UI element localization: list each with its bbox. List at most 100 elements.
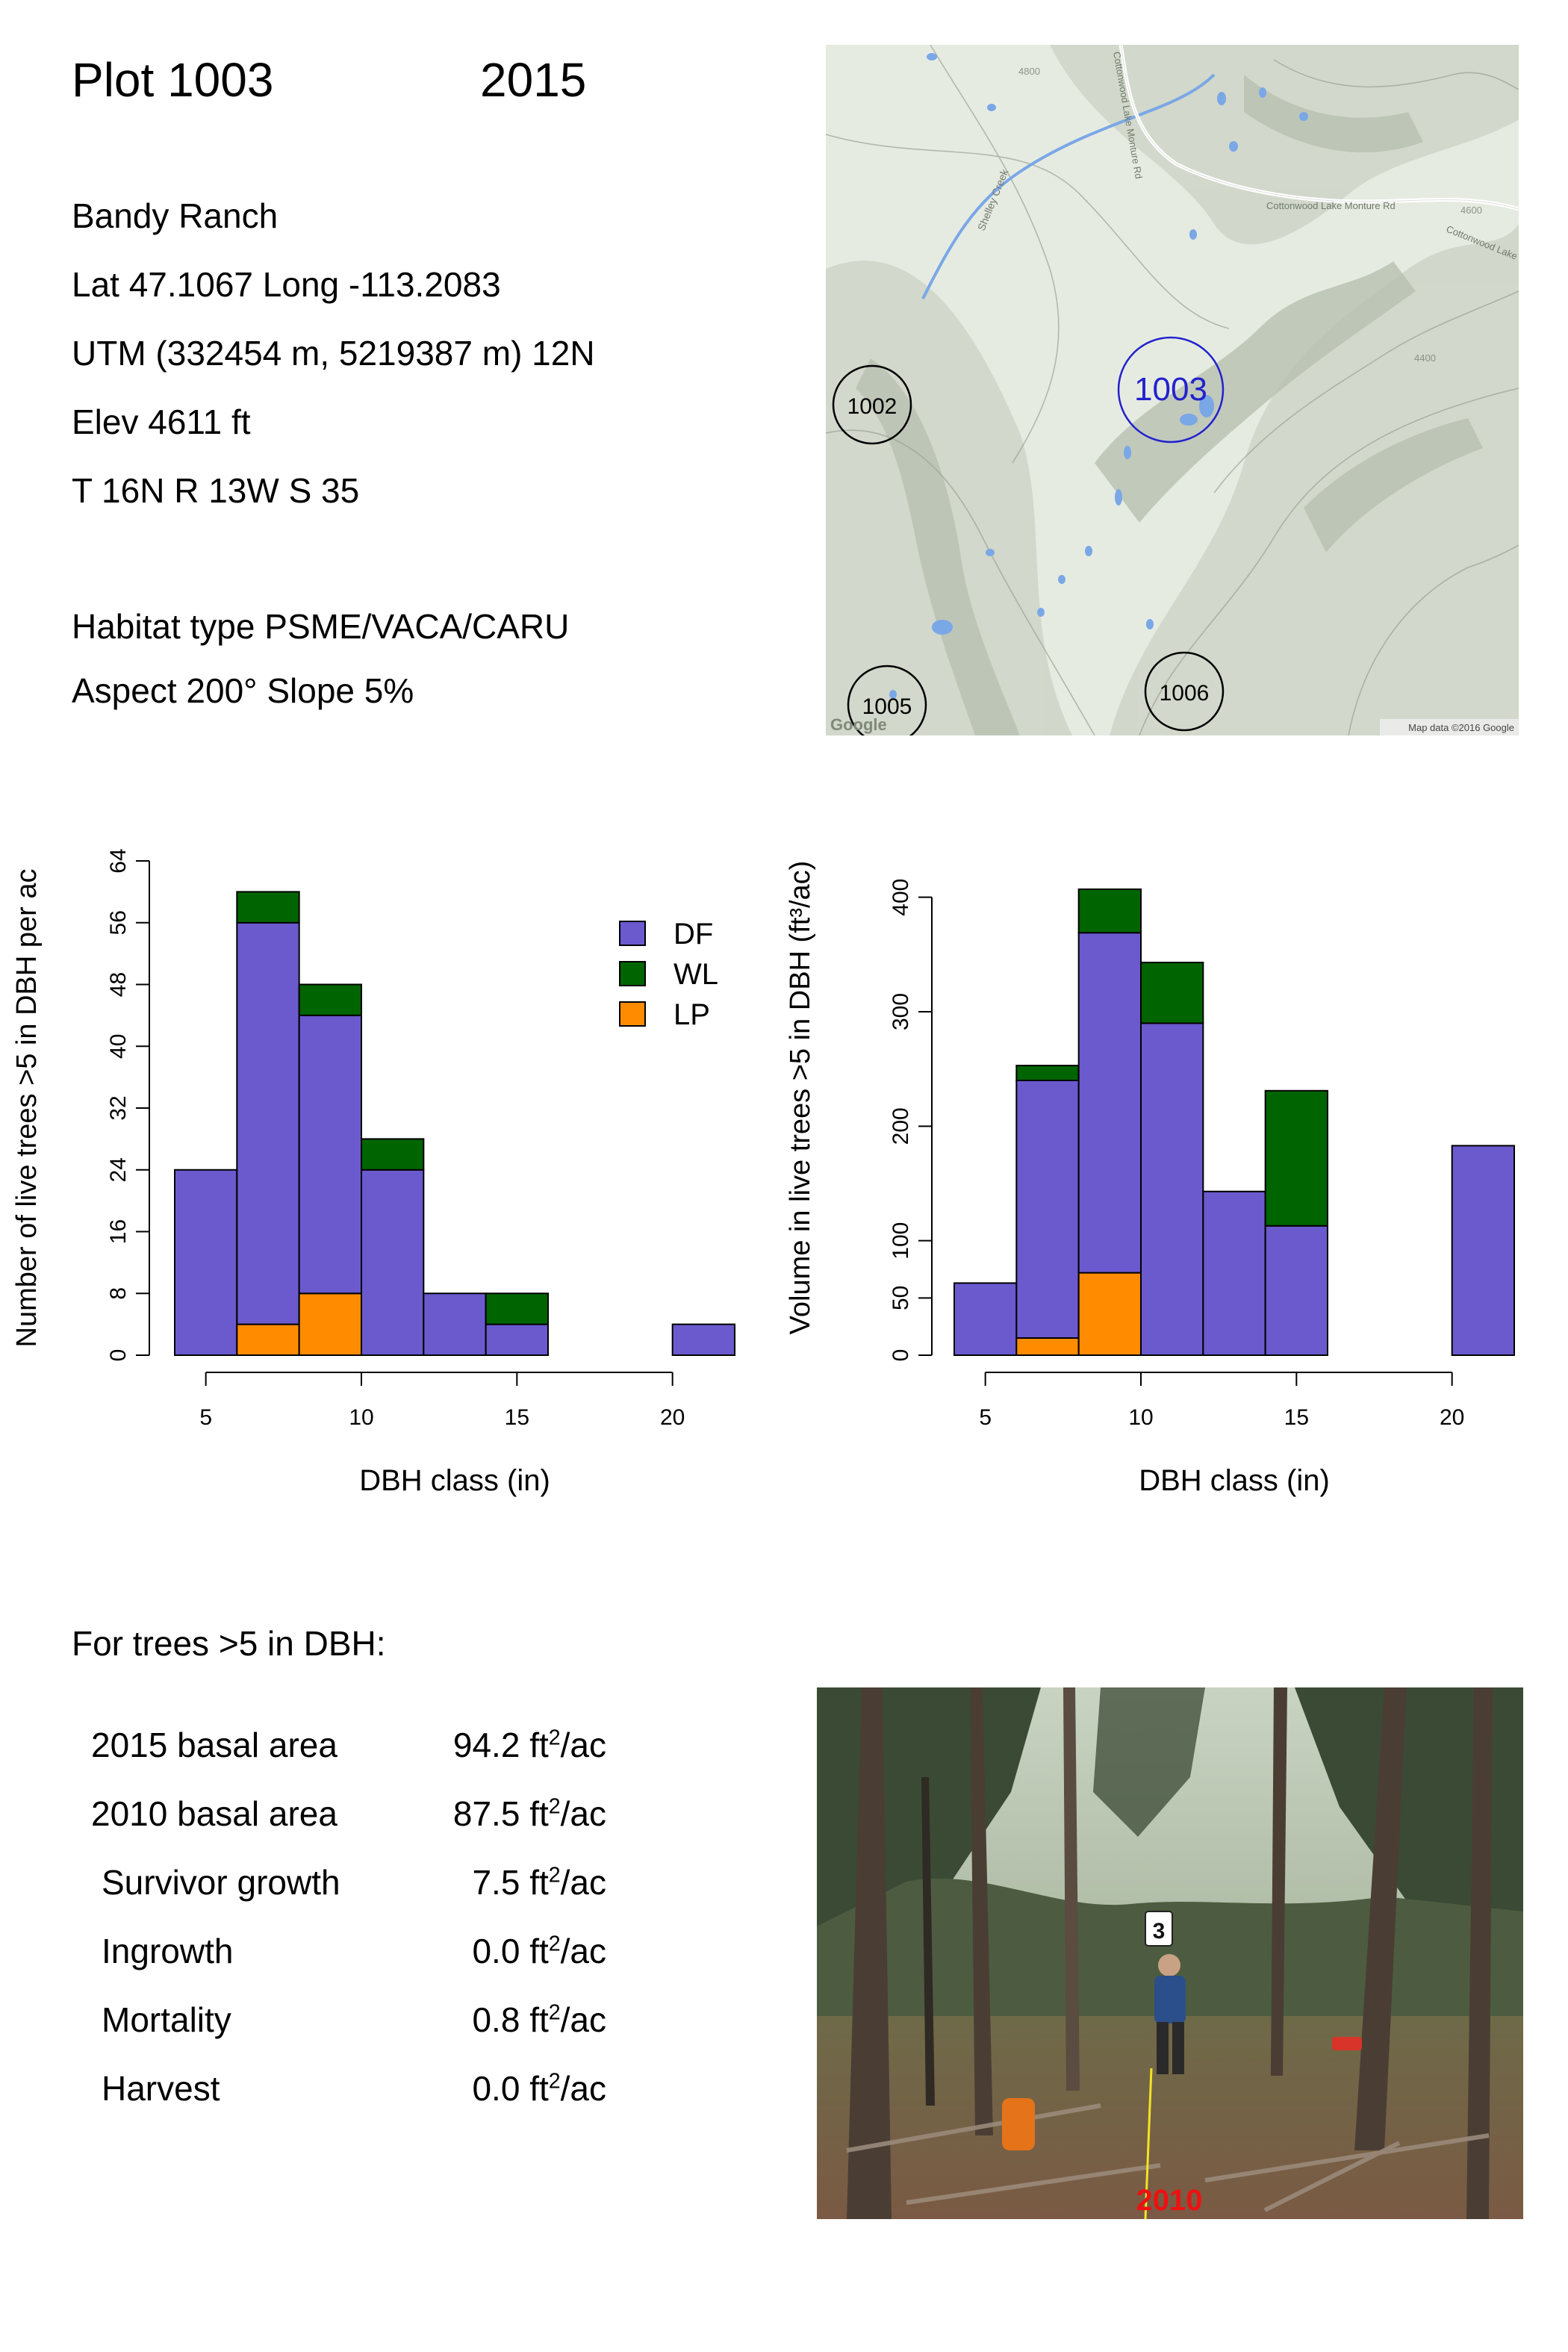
bar-df-bin-1 [1015,1080,1080,1339]
legend-swatch-df [619,921,646,946]
map-ponds [889,53,1308,699]
summary-value-exponent: 2 [548,1863,561,1888]
chart-plot-area [174,891,736,1356]
y-tick-label: 300 [889,993,913,1030]
photo-deadfall [846,2103,1490,2212]
photo-tape [1144,2068,1153,2219]
summary-value-unit: /ac [560,1932,606,1970]
bar-df-bin-1 [236,921,300,1325]
y-tick-label: 200 [889,1107,913,1145]
bar-lp-bin-2 [298,1292,362,1356]
bar-wl-bin-5 [485,1292,550,1325]
x-axis: 5 10 15 20 [199,1372,685,1430]
y-tick-label: 100 [889,1222,913,1260]
photo-gear [1332,2037,1362,2050]
map-relief [826,45,1519,735]
x-axis-label: DBH class (in) [1139,1464,1330,1497]
summary-heading: For trees >5 in DBH: [72,1624,386,1663]
summary-row-label: Ingrowth [102,1932,234,1970]
bar-lp-bin-1 [236,1323,300,1356]
map-plot-1006: 1006 [1144,651,1225,732]
y-tick-label: 16 [106,1219,131,1244]
summary-value-number: 0.8 ft [472,2000,549,2039]
summary-value-exponent: 2 [548,1794,561,1819]
x-axis-label: DBH class (in) [359,1464,550,1497]
x-tick-label: 10 [349,1405,373,1430]
summary-row-label: 2010 basal area [91,1794,337,1833]
summary-value-exponent: 2 [548,2069,561,2094]
map-plot-1005-label: 1005 [862,694,912,719]
x-axis: 5 10 15 20 [979,1372,1464,1430]
tree-count-histogram: 0 8 16 24 32 40 48 56 64 5 10 15 20 DBH class (in) Num… [11,848,736,1497]
legend-label-wl: WL [673,958,718,991]
bar-df-bin-5 [485,1323,550,1356]
y-axis: 0 8 16 24 32 40 48 56 64 [106,848,150,1361]
summary-row-value: 0.8 ft2/ac [472,2000,606,2040]
legend-swatch-lp [619,1001,646,1027]
x-tick-label: 5 [199,1405,212,1430]
bar-df-bin-0 [174,1169,238,1356]
map-credit: Map data ©2016 Google [1408,722,1514,733]
bar-lp-bin-2 [1077,1272,1142,1356]
y-tick-label: 64 [106,848,131,873]
x-tick-label: 20 [660,1405,685,1430]
bar-df-bin-5 [1264,1225,1329,1356]
site-elevation: Elev 4611 ft [72,402,251,441]
summary-value-number: 87.5 ft [452,1794,549,1833]
map-plot-1006-label: 1006 [1160,681,1210,706]
site-township-range: T 16N R 13W S 35 [72,471,360,510]
map-contour-label-1: 4800 [1018,66,1040,77]
bar-wl-bin-5 [1264,1089,1329,1227]
photo-ground [817,2016,1523,2219]
y-tick-label: 40 [106,1034,131,1059]
legend-swatch-wl [619,961,646,986]
bar-df-bin-4 [1202,1190,1266,1356]
y-tick-label: 0 [889,1349,913,1362]
bar-wl-bin-3 [1140,962,1204,1024]
y-tick-label: 32 [106,1095,131,1120]
map-relief-dark [856,75,1483,735]
map-contour-label-2: 4600 [1460,205,1482,216]
photo-backpack [1002,2098,1035,2150]
summary-value-exponent: 2 [548,1932,561,1956]
bar-df-bin-0 [953,1282,1018,1357]
summary-value-number: 0.0 ft [472,1932,549,1970]
y-tick-label: 400 [889,879,913,916]
x-tick-label: 5 [979,1405,992,1430]
x-tick-label: 15 [505,1405,529,1430]
topo-map: Shelley Creek Cottonwood Lake Monture Rd… [826,45,1519,735]
bar-df-bin-8 [671,1323,736,1356]
photo-person: 3 [1145,1911,1186,2074]
bar-lp-bin-1 [1015,1337,1080,1356]
y-axis: 0 50 100 200 300 400 [889,879,933,1362]
map-road-casing [1120,45,1519,210]
bar-df-bin-8 [1451,1145,1516,1356]
bar-df-bin-4 [423,1292,487,1356]
site-utm: UTM (332454 m, 5219387 m) 12N [72,334,595,373]
summary-value-number: 7.5 ft [472,1863,549,1902]
summary-value-exponent: 2 [548,1726,561,1750]
tree-volume-histogram: 0 50 100 200 300 400 5 10 15 20 DBH class (in) Volu… [785,861,1516,1497]
summary-row-label: Survivor growth [102,1863,340,1902]
site-name: Bandy Ranch [72,196,279,235]
legend-label-df: DF [673,918,713,951]
map-plot-1002: 1002 [832,364,912,445]
y-tick-label: 56 [106,910,131,935]
map-plot-1003-label: 1003 [1134,371,1207,408]
x-tick-label: 20 [1440,1405,1464,1430]
x-tick-label: 10 [1128,1405,1153,1430]
map-contour-label-3: 4400 [1414,352,1436,364]
site-aspect-slope: Aspect 200° Slope 5% [72,671,414,710]
map-credit-bg [1380,719,1519,735]
map-contours [826,45,1519,735]
summary-value-unit: /ac [560,2000,606,2039]
map-google-logo: Google [830,715,887,734]
field-photo: 3 2010 [817,1687,1523,2219]
map-plot-1002-label: 1002 [847,394,897,419]
summary-row-label: 2015 basal area [91,1726,337,1764]
summary-value-unit: /ac [560,1726,606,1764]
photo-card-number: 3 [1153,1919,1166,1944]
summary-row-label: Harvest [102,2069,220,2108]
chart-plot-area [953,888,1516,1357]
plot-title: Plot 1003 [72,53,274,107]
